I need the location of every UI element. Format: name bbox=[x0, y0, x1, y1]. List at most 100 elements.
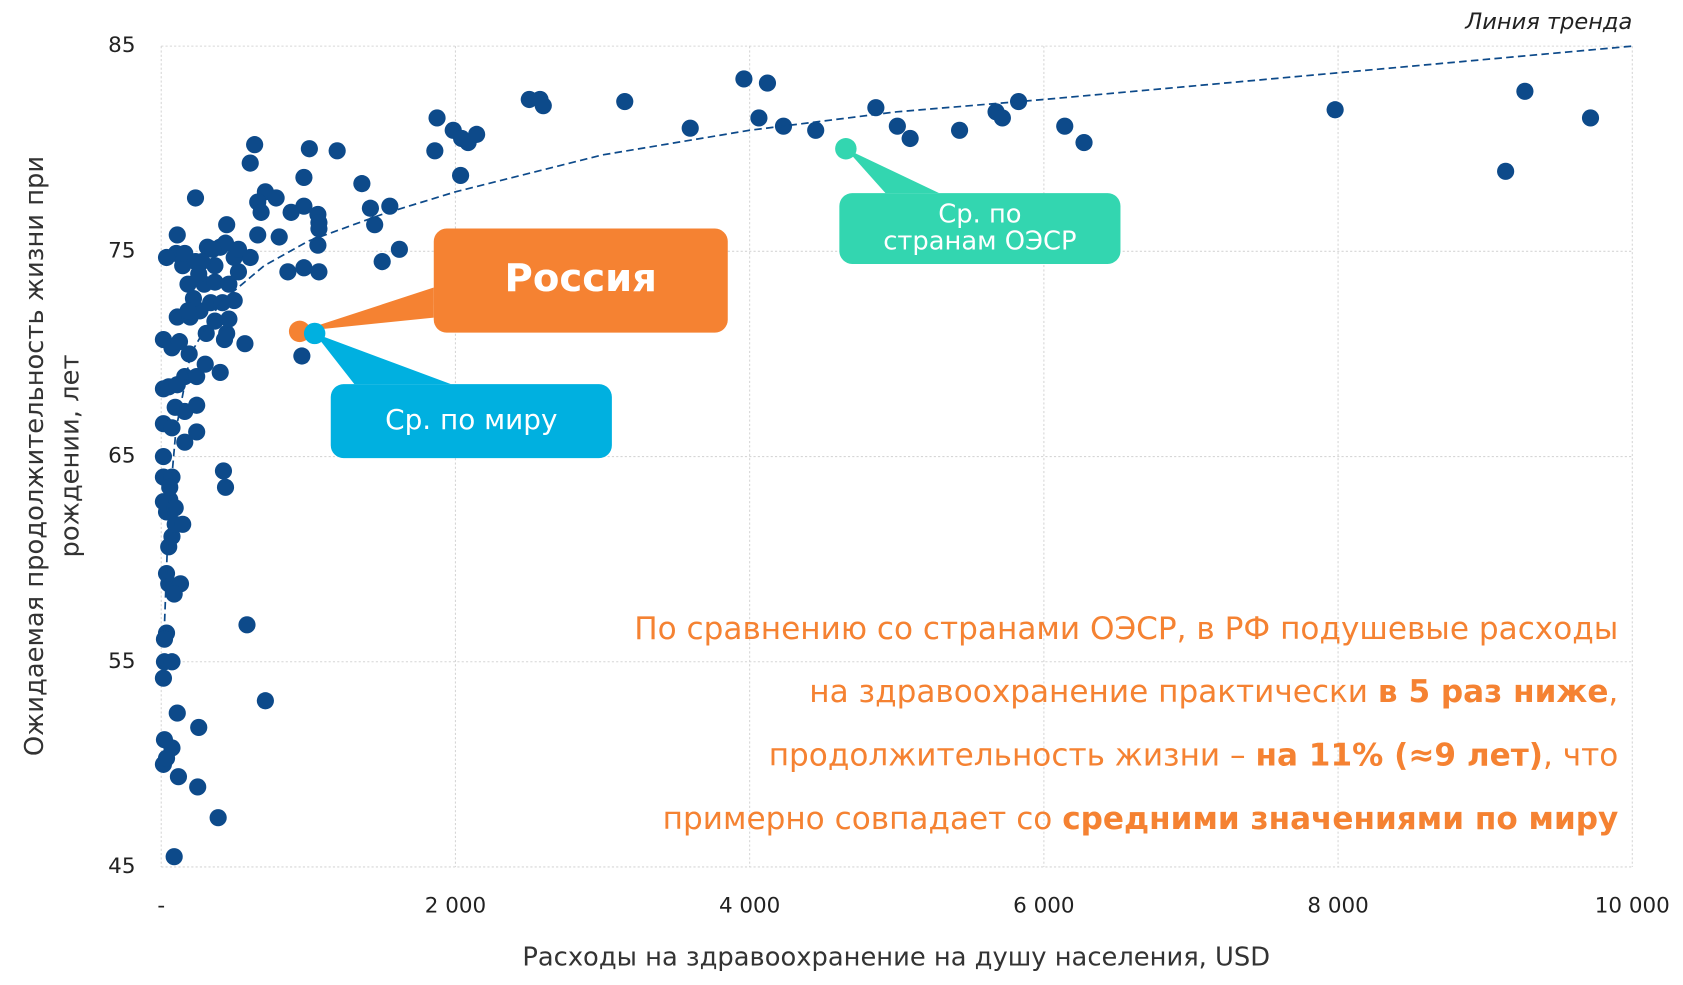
data-point bbox=[520, 90, 538, 109]
y-axis-label: рождении, лет bbox=[56, 355, 86, 558]
note-segment: на здравоохранение практически bbox=[809, 674, 1378, 710]
data-point bbox=[1581, 109, 1600, 127]
data-point bbox=[168, 226, 186, 244]
data-point bbox=[246, 136, 264, 154]
data-point bbox=[204, 240, 222, 258]
note-segment: , bbox=[1608, 674, 1618, 710]
x-axis-label: Расходы на здравоохранение на душу насел… bbox=[522, 943, 1270, 973]
data-point bbox=[218, 216, 236, 234]
callout-pointer bbox=[314, 333, 451, 385]
data-point bbox=[282, 203, 300, 221]
y-tick-label: 55 bbox=[108, 649, 135, 674]
data-point bbox=[179, 275, 197, 293]
data-point bbox=[190, 718, 208, 737]
data-point bbox=[216, 478, 235, 496]
data-point bbox=[190, 265, 208, 283]
data-point bbox=[236, 335, 254, 353]
data-point bbox=[189, 778, 207, 796]
data-point bbox=[366, 216, 384, 234]
data-point bbox=[616, 92, 634, 111]
data-point bbox=[807, 121, 825, 139]
data-point bbox=[267, 189, 285, 207]
data-point bbox=[1326, 101, 1344, 119]
data-point bbox=[310, 220, 328, 238]
data-point bbox=[169, 768, 188, 786]
trend-line bbox=[163, 45, 1633, 634]
data-point bbox=[218, 324, 236, 343]
data-point bbox=[309, 236, 327, 254]
data-point bbox=[188, 367, 206, 386]
x-tick-label: 8 000 bbox=[1307, 894, 1368, 919]
data-point bbox=[188, 396, 206, 414]
data-point bbox=[176, 433, 194, 451]
data-point bbox=[176, 367, 194, 386]
data-point bbox=[174, 515, 192, 533]
data-point bbox=[202, 294, 220, 312]
data-point bbox=[241, 154, 259, 172]
data-point bbox=[295, 168, 313, 187]
data-point bbox=[901, 129, 919, 148]
note-segment: По сравнению со странами ОЭСР, в РФ поду… bbox=[634, 611, 1618, 647]
data-point bbox=[211, 363, 229, 382]
data-point bbox=[735, 70, 753, 88]
highlight-point bbox=[835, 138, 857, 160]
highlight-point bbox=[303, 322, 326, 345]
data-point bbox=[256, 692, 274, 710]
callout-label: странам ОЭСР bbox=[883, 227, 1076, 257]
callout-box bbox=[330, 384, 612, 459]
data-point bbox=[295, 197, 313, 215]
data-point bbox=[293, 347, 311, 365]
data-point bbox=[220, 275, 238, 293]
y-axis-label: Ожидаемая продолжительность жизни при bbox=[20, 156, 50, 756]
data-point bbox=[1497, 162, 1515, 180]
data-point bbox=[229, 263, 248, 281]
data-point bbox=[1516, 82, 1534, 100]
note-line: на здравоохранение практически в 5 раз н… bbox=[809, 674, 1618, 710]
y-tick-label: 75 bbox=[108, 238, 135, 263]
data-point bbox=[214, 462, 233, 480]
note-line: По сравнению со странами ОЭСР, в РФ поду… bbox=[634, 611, 1618, 647]
note-segment: в 5 раз ниже bbox=[1378, 674, 1609, 710]
data-point bbox=[165, 585, 183, 603]
data-point bbox=[750, 109, 768, 127]
data-point bbox=[161, 478, 179, 496]
data-point bbox=[197, 324, 215, 343]
note-segment: , что bbox=[1543, 737, 1618, 773]
data-point bbox=[157, 248, 176, 267]
data-point bbox=[206, 257, 224, 275]
data-point bbox=[381, 197, 399, 215]
data-point bbox=[252, 203, 270, 221]
data-point bbox=[353, 175, 371, 193]
data-point bbox=[168, 704, 186, 722]
note-segment: продолжительность жизни – bbox=[769, 737, 1256, 773]
data-point bbox=[270, 228, 288, 246]
note-segment: на 11% (≈9 лет) bbox=[1255, 737, 1543, 773]
y-tick-label: 65 bbox=[108, 444, 135, 469]
x-tick-label: 4 000 bbox=[719, 894, 780, 919]
y-axis-label-group: Ожидаемая продолжительность жизни при ро… bbox=[20, 156, 85, 756]
data-point bbox=[758, 74, 777, 92]
data-point bbox=[390, 240, 408, 258]
data-point bbox=[154, 669, 173, 687]
callout-label: Ср. по миру bbox=[385, 403, 557, 436]
data-point bbox=[295, 259, 313, 277]
data-point bbox=[428, 109, 446, 127]
x-tick-label: 10 000 bbox=[1595, 894, 1670, 919]
x-tick-label: 6 000 bbox=[1013, 894, 1074, 919]
data-point bbox=[950, 121, 969, 139]
data-point bbox=[888, 117, 906, 135]
data-point bbox=[229, 240, 248, 258]
data-point bbox=[166, 499, 184, 517]
data-point bbox=[216, 234, 235, 252]
note-line: продолжительность жизни – на 11% (≈9 лет… bbox=[769, 737, 1619, 773]
callout-box bbox=[433, 228, 728, 333]
callout-label: Ср. по bbox=[938, 200, 1021, 230]
data-point bbox=[165, 848, 183, 866]
data-point bbox=[238, 616, 256, 634]
y-tick-label: 45 bbox=[108, 854, 135, 879]
data-point bbox=[373, 253, 391, 271]
data-point bbox=[468, 125, 486, 143]
callout-pointer bbox=[845, 148, 940, 194]
